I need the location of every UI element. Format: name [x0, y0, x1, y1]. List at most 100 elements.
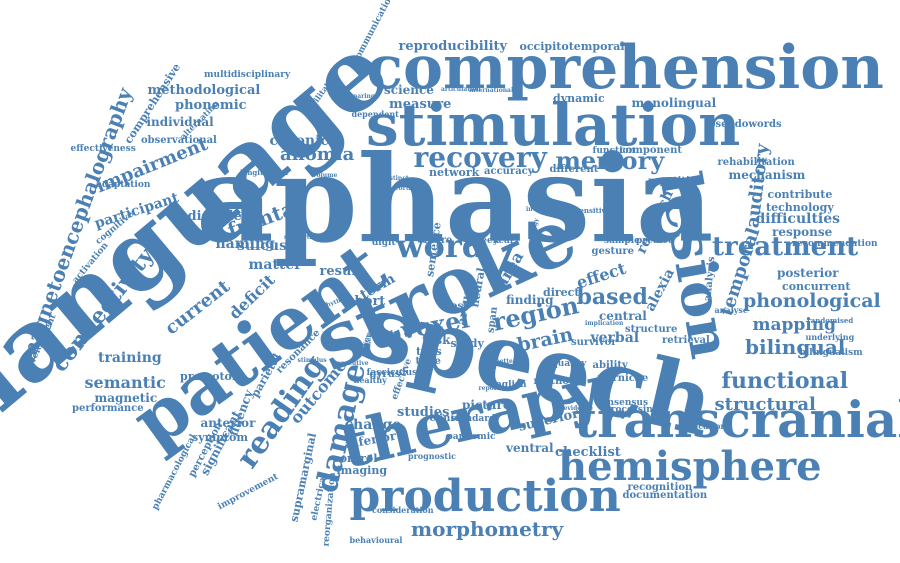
word-occipitotemporal: occipitotemporal — [519, 39, 625, 53]
word-english: english — [489, 379, 527, 390]
word-mechanism: mechanism — [728, 168, 806, 182]
word-methodological: methodological — [147, 82, 261, 98]
word-phonological: phonological — [743, 289, 881, 312]
word-sulcus: sulcus — [237, 238, 287, 254]
word-distinct: distinct — [383, 175, 409, 182]
word-sensitive: sensitive — [575, 205, 611, 215]
word-reproducibility: reproducibility — [398, 38, 508, 54]
word-parallel: parallel — [556, 376, 582, 383]
word-chronic: chronic — [269, 133, 329, 149]
word-executive: executive — [337, 360, 369, 367]
word-year: year — [493, 235, 515, 246]
word-fibre: fibre — [353, 343, 369, 350]
word-evidence: evidence — [563, 405, 593, 412]
word-hemisphere: hemisphere — [558, 443, 822, 490]
word-structural: structural — [714, 394, 816, 415]
word-consideration: consideration — [372, 505, 434, 515]
word-sample: sample — [604, 235, 640, 246]
word-healthy: healthy — [353, 375, 387, 385]
word-word: word — [396, 227, 485, 265]
word-wernicke: wernicke — [597, 373, 649, 384]
word-functional: functional — [721, 368, 849, 394]
word-subcortical: subcortical — [284, 234, 322, 241]
word-volume: volume — [313, 172, 338, 179]
word-function: function — [592, 145, 636, 156]
word-production: production — [349, 471, 621, 522]
word-involved: involved — [526, 206, 554, 213]
word-monolingual: monolingual — [631, 96, 717, 110]
word-task: task — [422, 333, 451, 347]
word-control: control — [333, 451, 378, 465]
word-clinical: clinical — [429, 413, 471, 424]
word-cortical: cortical — [395, 185, 421, 192]
word-survivor: survivor — [571, 337, 617, 348]
word-treatment: treatment — [712, 232, 859, 262]
word-study: study — [450, 336, 484, 350]
word-retrieval: retrieval — [662, 335, 710, 346]
word-verification: verification — [675, 421, 727, 431]
word-semantic: semantic — [84, 373, 166, 392]
word-training: training — [98, 350, 162, 366]
word-bilingualism: bilingualism — [799, 347, 863, 358]
word-measure: measure — [389, 96, 452, 112]
word-recovery: recovery — [413, 141, 547, 174]
word-implication: implication — [585, 320, 624, 327]
word-standard: standard — [450, 413, 496, 424]
word-finding: finding — [506, 293, 554, 307]
word-multidisciplinary: multidisciplinary — [204, 69, 291, 80]
word-structure: structure — [625, 324, 678, 335]
word-method: method — [533, 376, 577, 387]
word-processing: processing — [604, 404, 660, 415]
word-recognition: recognition — [627, 482, 693, 493]
word-consensus: consensus — [596, 397, 649, 408]
word-accuracy: accuracy — [484, 166, 534, 177]
word-test: test — [446, 301, 468, 312]
word-stimulus: stimulus — [297, 357, 327, 364]
word-individual: individual — [146, 115, 214, 129]
word-documentation: documentation — [622, 490, 708, 501]
word-phonemic: phonemic — [175, 97, 247, 113]
word-predict: predict — [636, 235, 673, 246]
word-result: result — [319, 263, 363, 279]
word-symptom: symptom — [192, 430, 248, 444]
word-effectiveness: effectiveness — [70, 143, 136, 154]
word-longitudinal: longitudinal — [240, 167, 289, 177]
word-change: change — [344, 417, 402, 433]
word-digit: digit — [372, 237, 396, 248]
word-week: week — [473, 235, 499, 246]
word-matter: matter — [248, 257, 302, 273]
word-comprehension: comprehension — [366, 33, 884, 103]
word-gyrus: gyrus — [369, 369, 401, 380]
word-performance: performance — [72, 403, 144, 414]
word-tdcs: tdcs — [416, 344, 442, 358]
word-behavioural: behavioural — [349, 535, 403, 545]
word-more: more — [423, 235, 453, 246]
word-bilingual: bilingual — [745, 335, 846, 359]
word-stimulation: stimulation — [366, 91, 741, 159]
word-recommendation: recommendation — [792, 238, 878, 249]
word-prognostic: prognostic — [408, 451, 456, 461]
word-ability: ability — [592, 360, 628, 371]
word-better: better — [495, 358, 517, 365]
word-mode: mode — [380, 314, 399, 321]
word-picture: picture — [462, 398, 511, 412]
word-aphasia: aphasia — [196, 129, 714, 270]
word-quality: quality — [551, 358, 587, 369]
word-disorder: disorder — [187, 208, 249, 224]
word-dynamic: dynamic — [553, 91, 605, 105]
word-pseudowords: pseudowords — [708, 119, 782, 130]
word-naming: naming — [215, 236, 275, 252]
word-pandemic: pandemic — [446, 431, 496, 442]
word-central: central — [599, 309, 647, 323]
word-direct: direct — [543, 285, 580, 299]
word-mapping: mapping — [752, 314, 836, 335]
word-international: international — [469, 87, 514, 94]
word-repetition: repetition — [648, 176, 704, 187]
word-different: different — [549, 164, 599, 175]
word-imaging: imaging — [336, 463, 388, 477]
word-analyse: analyse — [714, 305, 748, 315]
word-response: response — [772, 225, 833, 239]
word-based: based — [576, 284, 648, 310]
word-short: short — [347, 293, 386, 309]
